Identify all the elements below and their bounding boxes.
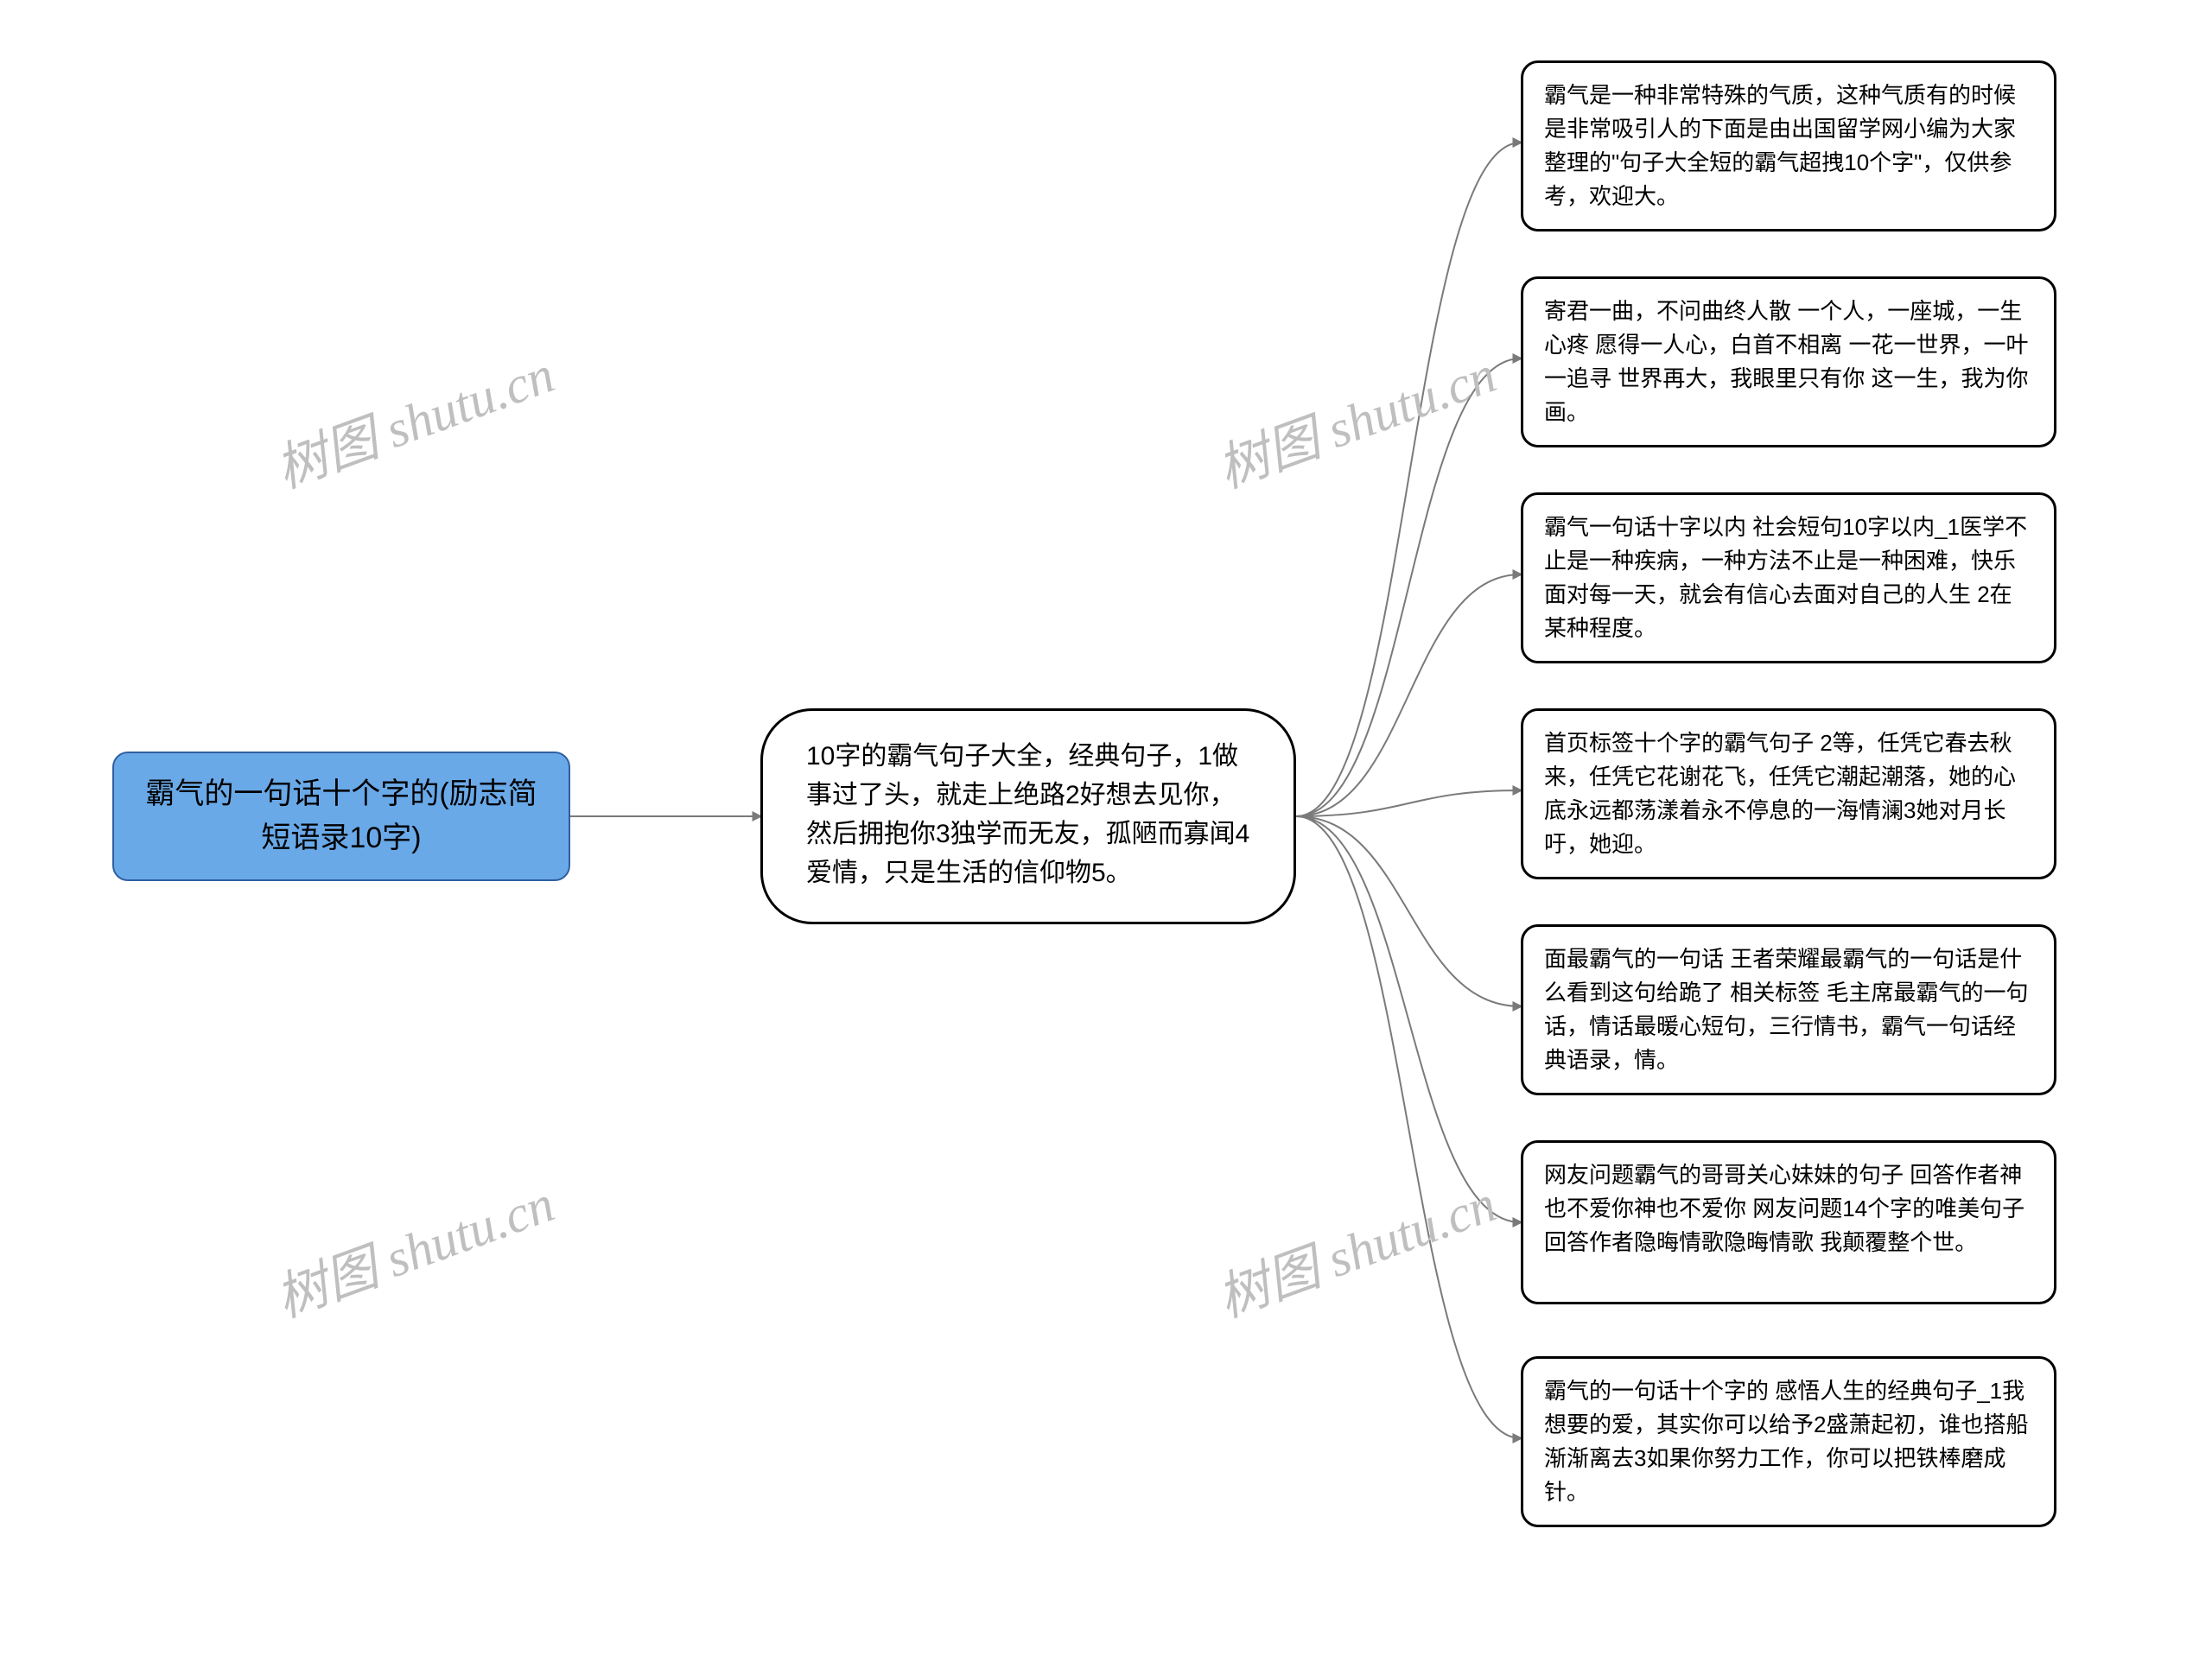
leaf-node[interactable]: 网友问题霸气的哥哥关心妹妹的句子 回答作者神也不爱你神也不爱你 网友问题14个字… (1521, 1140, 2056, 1304)
root-node[interactable]: 霸气的一句话十个字的(励志简短语录10字) (112, 752, 570, 881)
watermark: 树图 shutu.cn (264, 1162, 563, 1332)
mindmap-canvas: 树图 shutu.cn 树图 shutu.cn 树图 shutu.cn 树图 s… (0, 0, 2212, 1662)
leaf-node[interactable]: 首页标签十个字的霸气句子 2等，任凭它春去秋来，任凭它花谢花飞，任凭它潮起潮落，… (1521, 708, 2056, 879)
watermark: 树图 shutu.cn (264, 333, 563, 503)
leaf-node[interactable]: 面最霸气的一句话 王者荣耀最霸气的一句话是什么看到这句给跪了 相关标签 毛主席最… (1521, 924, 2056, 1095)
watermark: 树图 shutu.cn (1205, 1162, 1504, 1332)
leaf-node[interactable]: 霸气一句话十字以内 社会短句10字以内_1医学不止是一种疾病，一种方法不止是一种… (1521, 492, 2056, 663)
leaf-node[interactable]: 霸气是一种非常特殊的气质，这种气质有的时候是非常吸引人的下面是由出国留学网小编为… (1521, 60, 2056, 232)
mid-node[interactable]: 10字的霸气句子大全，经典句子，1做事过了头，就走上绝路2好想去见你，然后拥抱你… (760, 708, 1296, 924)
leaf-node[interactable]: 霸气的一句话十个字的 感悟人生的经典句子_1我想要的爱，其实你可以给予2盛萧起初… (1521, 1356, 2056, 1527)
watermark: 树图 shutu.cn (1205, 333, 1504, 503)
leaf-node[interactable]: 寄君一曲，不问曲终人散 一个人，一座城，一生心疼 愿得一人心，白首不相离 一花一… (1521, 276, 2056, 447)
